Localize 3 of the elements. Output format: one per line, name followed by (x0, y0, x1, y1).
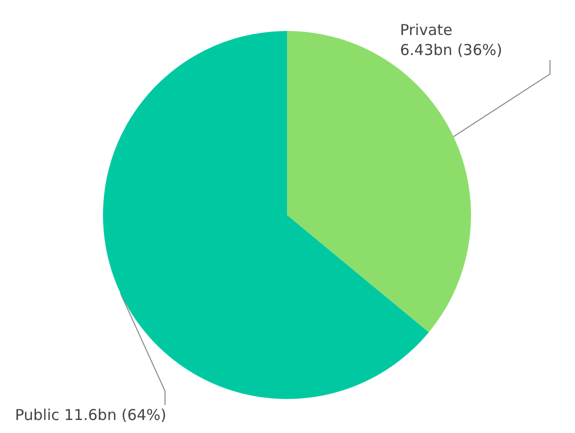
slice-label: Public 11.6bn (64%) (15, 406, 166, 424)
data-label: 6.43bn (36%) (400, 41, 502, 59)
slice-label: Private (400, 21, 452, 39)
